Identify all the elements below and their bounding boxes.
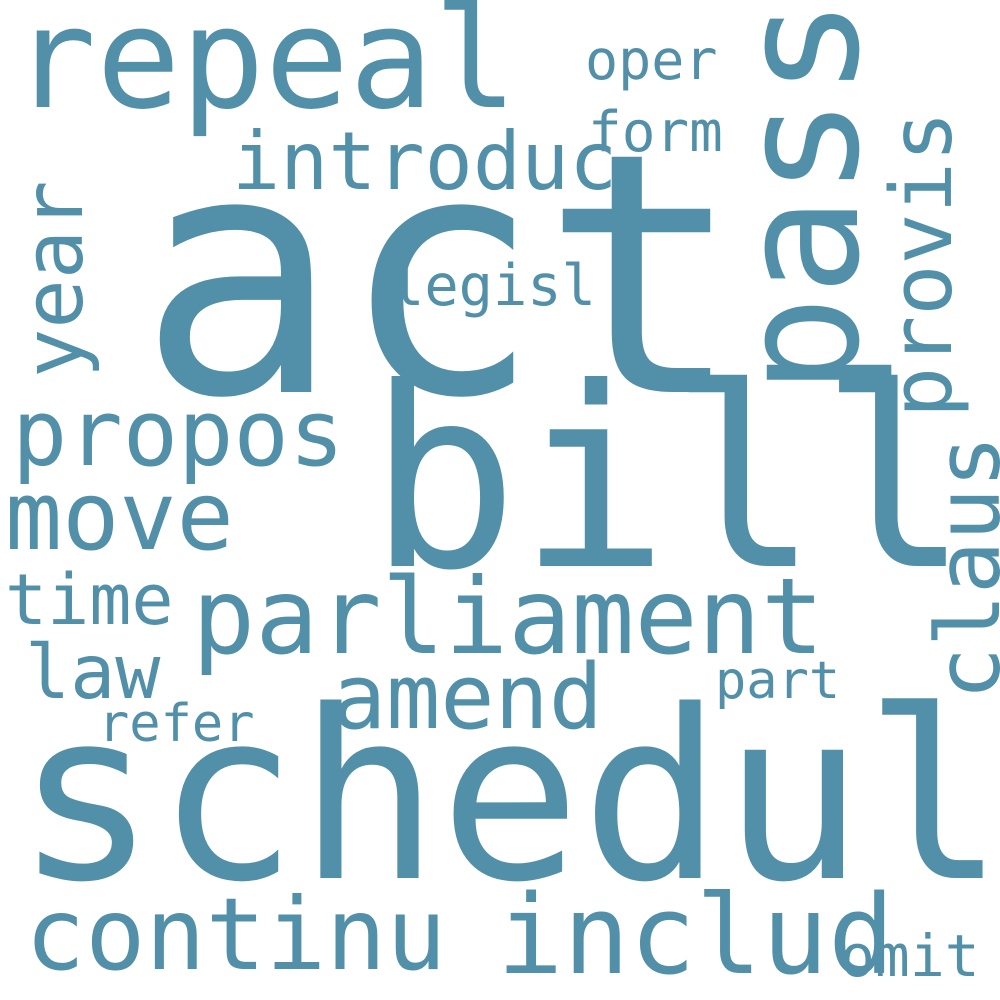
word-refer: refer [98,694,255,754]
word-legisl: legisl [390,253,596,319]
word-includ: includ [497,871,895,999]
word-bill: bill [368,334,971,625]
word-oper: oper [585,28,718,92]
word-year: year [7,180,102,378]
word-claus: claus [917,435,1000,700]
word-pass: pass [704,0,896,395]
word-move: move [5,462,234,572]
word-omit: omit [840,922,980,990]
word-form: form [588,100,723,165]
word-time: time [5,559,174,641]
word-provis: provis [873,110,972,418]
word-introduc: introduc [232,115,618,208]
word-law: law [25,628,161,716]
word-repeal: repeal [12,0,518,141]
word-part: part [715,651,841,711]
word-propos: propos [12,380,345,487]
word-continu: continu [25,876,447,993]
word-schedul: schedul [15,661,1000,934]
word-parliament: parliament [192,556,825,678]
word-amend: amend [332,645,603,750]
word-act: act [138,82,744,472]
